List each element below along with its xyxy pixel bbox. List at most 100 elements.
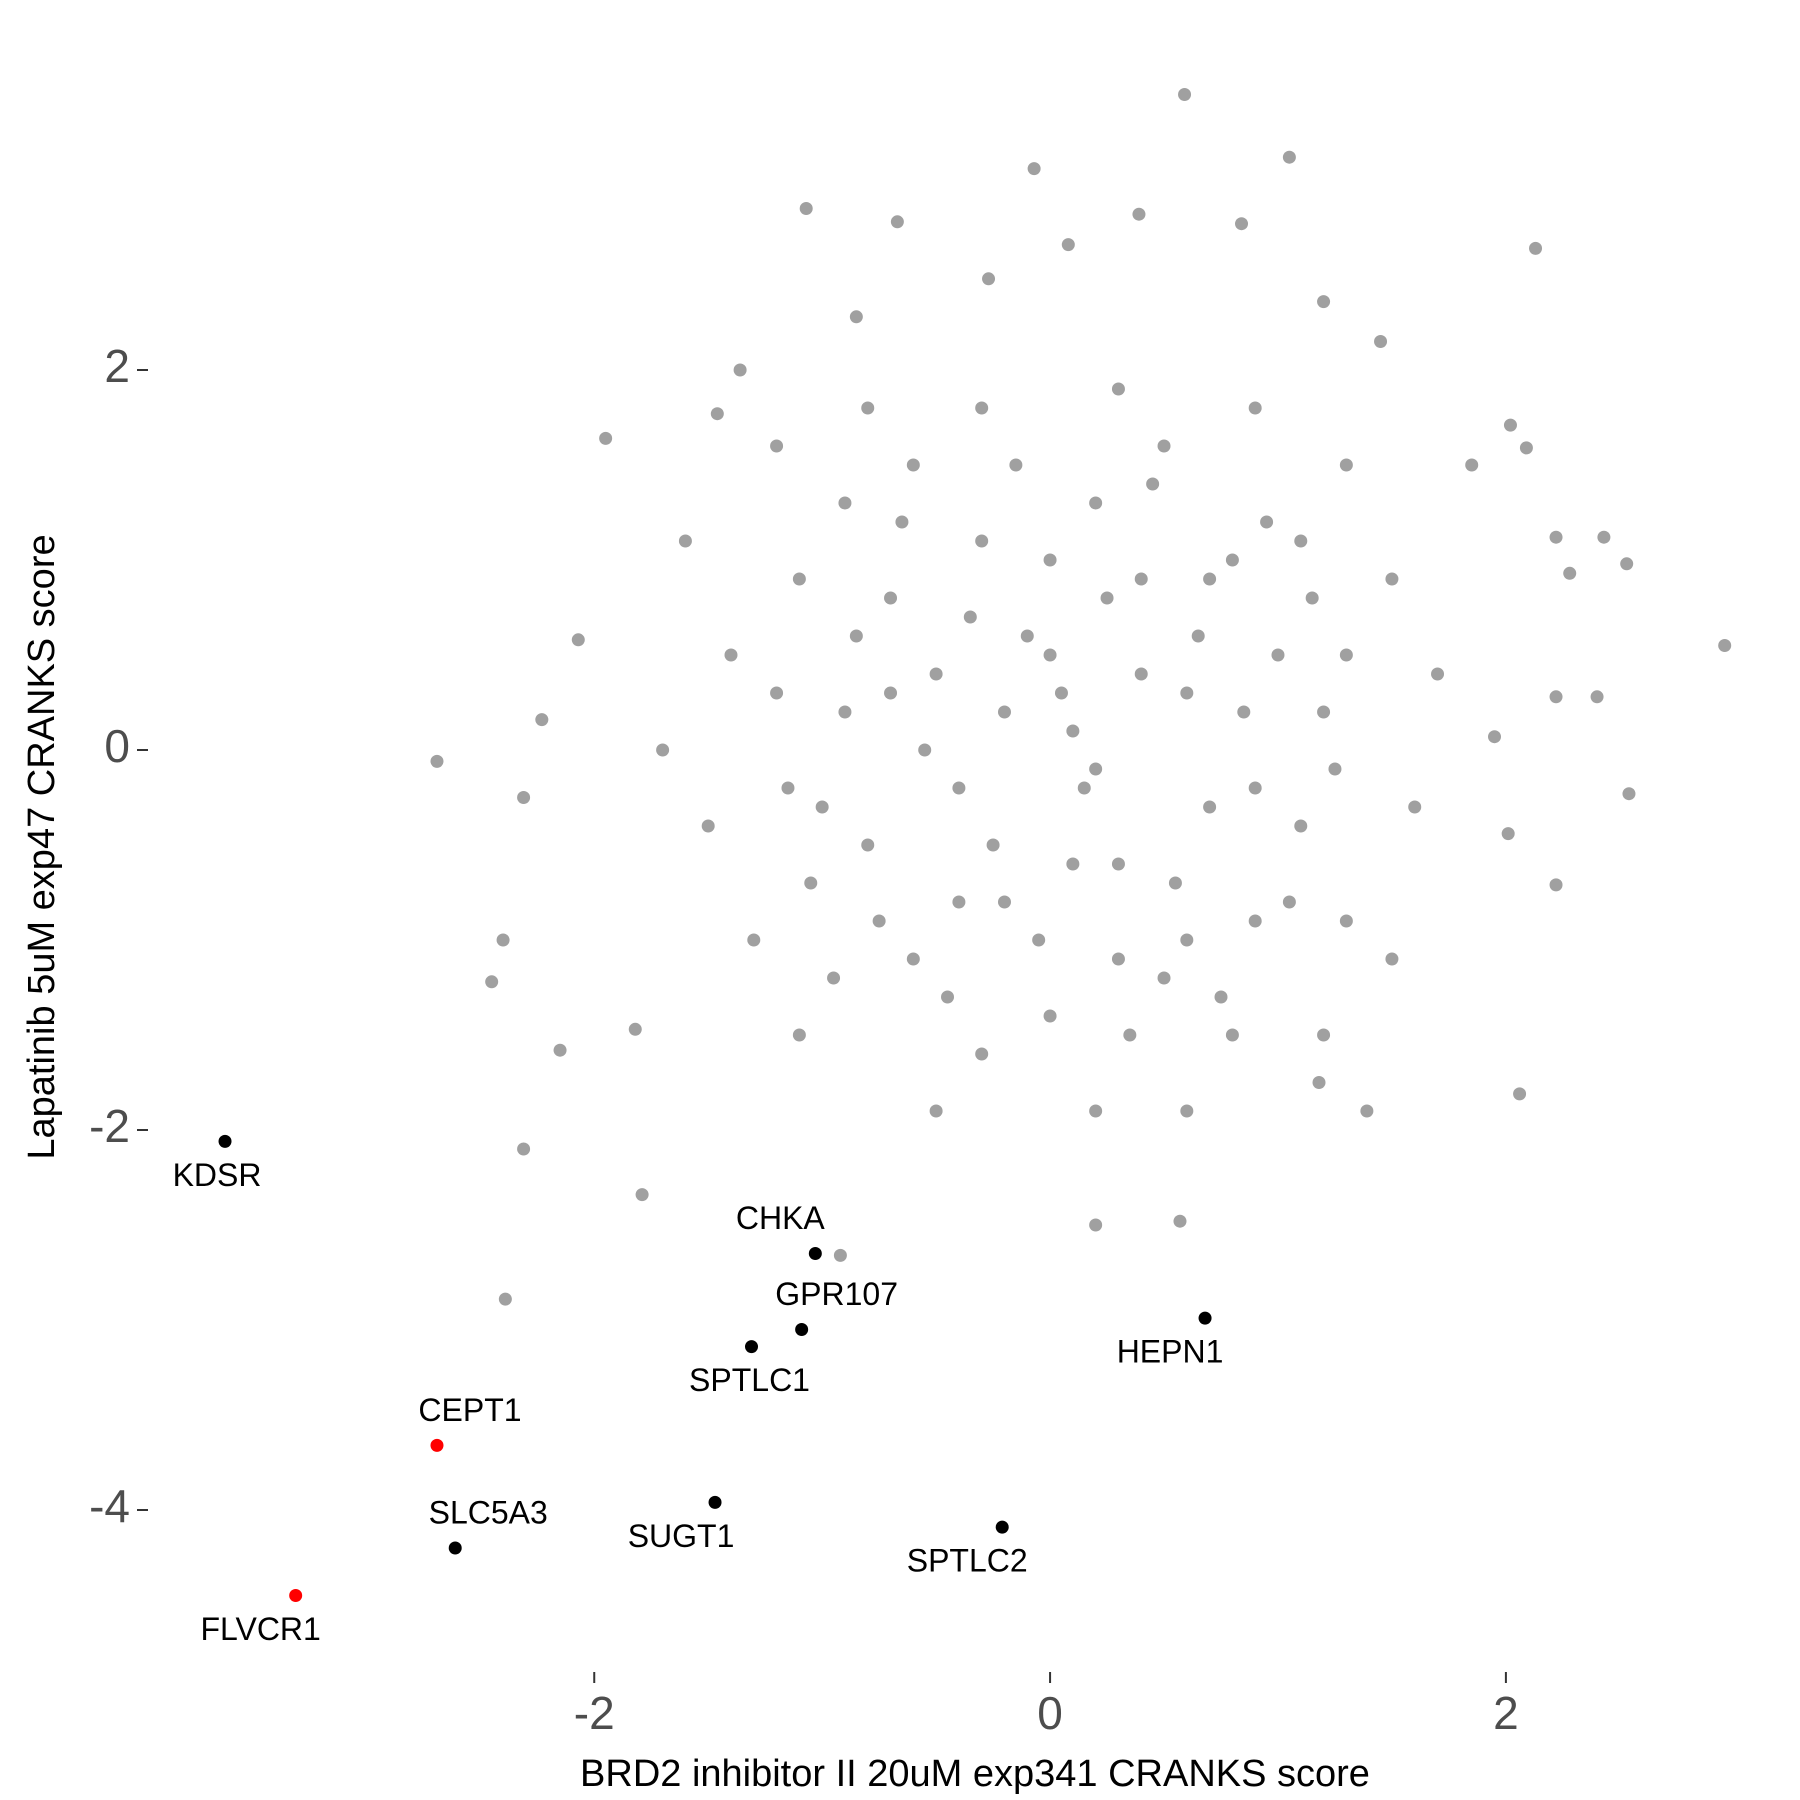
point	[792, 1028, 806, 1042]
point	[1248, 914, 1262, 928]
point	[1066, 857, 1080, 871]
point	[1178, 88, 1192, 101]
point	[884, 686, 898, 700]
point	[1146, 477, 1160, 491]
point	[1027, 162, 1041, 176]
point	[1191, 629, 1205, 643]
y-tick-label: -4	[89, 1480, 130, 1532]
point	[929, 1104, 943, 1118]
point	[1089, 762, 1103, 776]
point	[1339, 648, 1353, 662]
point	[795, 1323, 809, 1336]
point-label: CHKA	[736, 1200, 826, 1236]
point	[1111, 952, 1125, 966]
point	[701, 819, 715, 833]
point	[535, 713, 549, 727]
point	[1282, 150, 1296, 164]
point	[1066, 724, 1080, 738]
point	[733, 363, 747, 377]
point	[1089, 1218, 1103, 1232]
point	[1077, 781, 1091, 795]
point	[496, 933, 510, 947]
point	[849, 310, 863, 324]
point	[1248, 781, 1262, 795]
point	[1225, 553, 1239, 567]
y-axis-title: Lapatinib 5uM exp47 CRANKS score	[21, 534, 63, 1159]
point	[1054, 686, 1068, 700]
point	[628, 1022, 642, 1036]
point	[975, 1047, 989, 1061]
point	[1180, 686, 1194, 700]
point	[1043, 1009, 1057, 1023]
point	[1294, 534, 1308, 548]
point	[995, 1520, 1009, 1534]
x-tick-label: -2	[574, 1687, 615, 1739]
point	[975, 534, 989, 548]
point	[1549, 690, 1563, 704]
point	[1168, 876, 1182, 890]
point	[430, 1438, 444, 1452]
point	[1009, 458, 1023, 472]
y-tick-label: 2	[104, 340, 130, 392]
point	[1339, 914, 1353, 928]
point	[635, 1188, 649, 1202]
point	[1317, 295, 1331, 309]
point-label: HEPN1	[1117, 1334, 1224, 1370]
point-label: CEPT1	[418, 1392, 521, 1428]
point	[1328, 762, 1342, 776]
point	[1180, 1104, 1194, 1118]
point-label: SUGT1	[628, 1518, 735, 1554]
point	[808, 1247, 822, 1260]
point	[1203, 572, 1217, 586]
point	[517, 791, 531, 804]
point	[890, 215, 904, 229]
point	[1597, 530, 1611, 544]
point	[770, 686, 784, 700]
point	[1061, 238, 1075, 252]
point	[1180, 933, 1194, 947]
point	[1089, 1104, 1103, 1118]
point	[571, 633, 585, 647]
point	[982, 272, 996, 286]
point-label: SPTLC2	[907, 1543, 1028, 1579]
point	[1089, 496, 1103, 510]
point	[747, 933, 761, 947]
point	[1020, 629, 1034, 643]
point	[517, 1142, 531, 1156]
point	[1513, 1087, 1527, 1101]
point	[1465, 458, 1479, 472]
point	[1157, 439, 1171, 453]
point	[838, 496, 852, 510]
point	[1622, 787, 1636, 801]
point	[941, 990, 955, 1004]
point	[827, 971, 841, 985]
point	[1294, 819, 1308, 833]
point	[678, 534, 692, 548]
point	[1519, 441, 1533, 455]
point	[861, 838, 875, 852]
point	[1100, 591, 1114, 605]
point	[1374, 335, 1388, 348]
point	[498, 1292, 512, 1306]
point	[1111, 382, 1125, 396]
point	[1237, 705, 1251, 719]
point	[553, 1043, 567, 1057]
point	[1032, 933, 1046, 947]
point	[599, 431, 613, 445]
point	[430, 754, 444, 768]
point	[770, 439, 784, 453]
point	[1132, 207, 1146, 221]
point	[1529, 241, 1543, 255]
x-tick-label: 2	[1493, 1687, 1519, 1739]
y-tick-label: -2	[89, 1100, 130, 1152]
point	[1360, 1104, 1374, 1118]
point	[906, 952, 920, 966]
point	[1590, 690, 1604, 704]
point	[1282, 895, 1296, 909]
point	[1408, 800, 1422, 814]
point	[218, 1134, 232, 1148]
y-tick-label: 0	[104, 720, 130, 772]
point	[1198, 1311, 1212, 1325]
point	[1225, 1028, 1239, 1042]
